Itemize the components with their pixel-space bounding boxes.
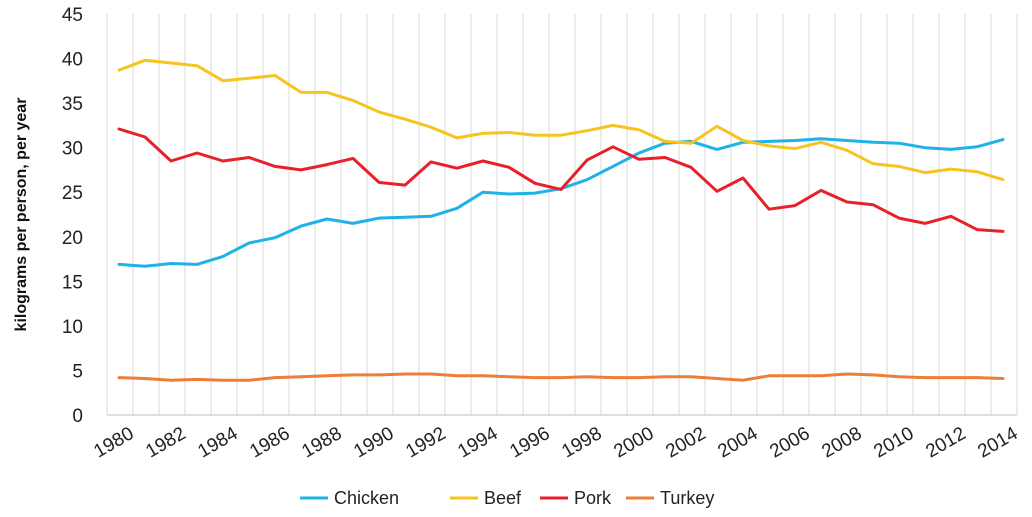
y-axis: 0 5 10 15 20 25 30 35 40 45 (62, 5, 83, 427)
y-tick-label: 5 (72, 361, 83, 382)
legend: Chicken Beef Pork Turkey (300, 488, 714, 508)
x-tick-label: 2014 (974, 423, 1021, 463)
x-tick-label: 1998 (558, 423, 605, 462)
y-tick-label: 0 (72, 406, 83, 427)
y-axis-label: kilograms per person, per year (13, 98, 30, 332)
x-tick-label: 1982 (142, 423, 189, 462)
legend-label: Pork (574, 488, 612, 508)
legend-label: Beef (484, 488, 522, 508)
x-tick-label: 1980 (90, 423, 137, 462)
series-line-pork (117, 127, 1005, 233)
y-tick-label: 35 (62, 94, 83, 115)
y-tick-label: 25 (62, 183, 83, 204)
legend-label: Chicken (334, 488, 399, 508)
legend-item-pork: Pork (540, 488, 612, 508)
legend-item-chicken: Chicken (300, 488, 399, 508)
series-line-beef (117, 58, 1005, 182)
x-tick-label: 1996 (506, 423, 553, 462)
series-line-turkey (117, 372, 1005, 382)
x-tick-label: 1992 (402, 423, 449, 462)
y-tick-label: 45 (62, 5, 83, 26)
x-tick-label: 2012 (922, 423, 969, 462)
x-tick-label: 1986 (246, 423, 293, 462)
legend-label: Turkey (660, 488, 714, 508)
legend-item-beef: Beef (450, 488, 522, 508)
x-tick-label: 1988 (298, 423, 345, 462)
y-tick-label: 10 (62, 317, 83, 338)
x-tick-label: 2002 (662, 423, 709, 462)
y-tick-label: 30 (62, 139, 83, 160)
y-tick-label: 15 (62, 272, 83, 293)
x-tick-label: 1994 (454, 423, 501, 463)
x-tick-label: 2008 (818, 423, 865, 462)
x-tick-label: 2004 (714, 423, 761, 463)
x-tick-label: 2010 (870, 423, 917, 462)
y-tick-label: 20 (62, 228, 83, 249)
x-axis: 1980 1982 1984 1986 1988 1990 1992 1994 1996 1998… (90, 414, 1022, 463)
legend-item-turkey: Turkey (626, 488, 714, 508)
series-lines (117, 58, 1005, 382)
x-tick-label: 1990 (350, 423, 397, 462)
y-tick-label: 40 (62, 50, 83, 71)
x-tick-label: 2006 (766, 423, 813, 462)
x-tick-label: 1984 (194, 423, 241, 463)
gridlines (106, 14, 1018, 415)
x-tick-label: 2000 (610, 423, 657, 462)
